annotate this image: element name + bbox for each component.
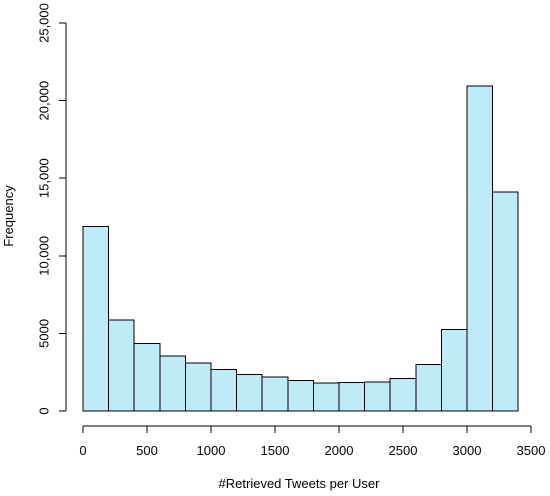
- histogram-bar-8: [261, 376, 289, 412]
- x-tick-label-7: 3000: [453, 443, 482, 458]
- x-tick-label-3: 1000: [197, 443, 226, 458]
- histogram-bar-3: [133, 342, 161, 412]
- x-tick-label-6: 2500: [389, 443, 418, 458]
- histogram-bar-11: [338, 381, 366, 412]
- y-tick-label-2: 5000: [36, 319, 51, 348]
- histogram-bar-13: [389, 377, 417, 412]
- histogram-bar-4: [159, 355, 186, 412]
- y-tick-label-3: 10,000: [36, 236, 51, 276]
- histogram-bar-15: [440, 329, 468, 412]
- histogram-bar-14: [415, 363, 442, 412]
- histogram-bar-1: [82, 225, 110, 412]
- histogram-bars: [82, 85, 519, 412]
- histogram-bar-6: [210, 369, 238, 412]
- histogram-bar-7: [236, 374, 263, 412]
- y-tick-label-1: 0: [36, 407, 51, 414]
- histogram-bar-12: [364, 381, 391, 412]
- y-tick-label-6: 25,000: [36, 3, 51, 43]
- x-tick-label-2: 500: [136, 443, 158, 458]
- y-tick-label-5: 20,000: [36, 81, 51, 121]
- histogram-bar-5: [184, 362, 212, 412]
- histogram-bar-17: [492, 191, 519, 412]
- x-tick-label-4: 1500: [261, 443, 290, 458]
- x-tick-label-5: 2000: [325, 443, 354, 458]
- histogram-bar-10: [312, 382, 340, 412]
- histogram-bar-2: [108, 319, 135, 412]
- x-tick-label-8: 3500: [517, 443, 546, 458]
- y-tick-label-4: 15,000: [36, 158, 51, 198]
- x-axis-ticks: 0 500 1000 1500 2000 2500 3000 3500: [79, 426, 545, 458]
- x-tick-label-1: 0: [79, 443, 86, 458]
- x-axis-title: #Retrieved Tweets per User: [219, 476, 381, 491]
- histogram-bar-9: [287, 380, 314, 412]
- y-axis-title: Frequency: [1, 185, 16, 247]
- histogram-bar-16: [466, 85, 494, 412]
- y-axis-ticks: 0 5000 10,000 15,000 20,000 25,000: [36, 3, 66, 415]
